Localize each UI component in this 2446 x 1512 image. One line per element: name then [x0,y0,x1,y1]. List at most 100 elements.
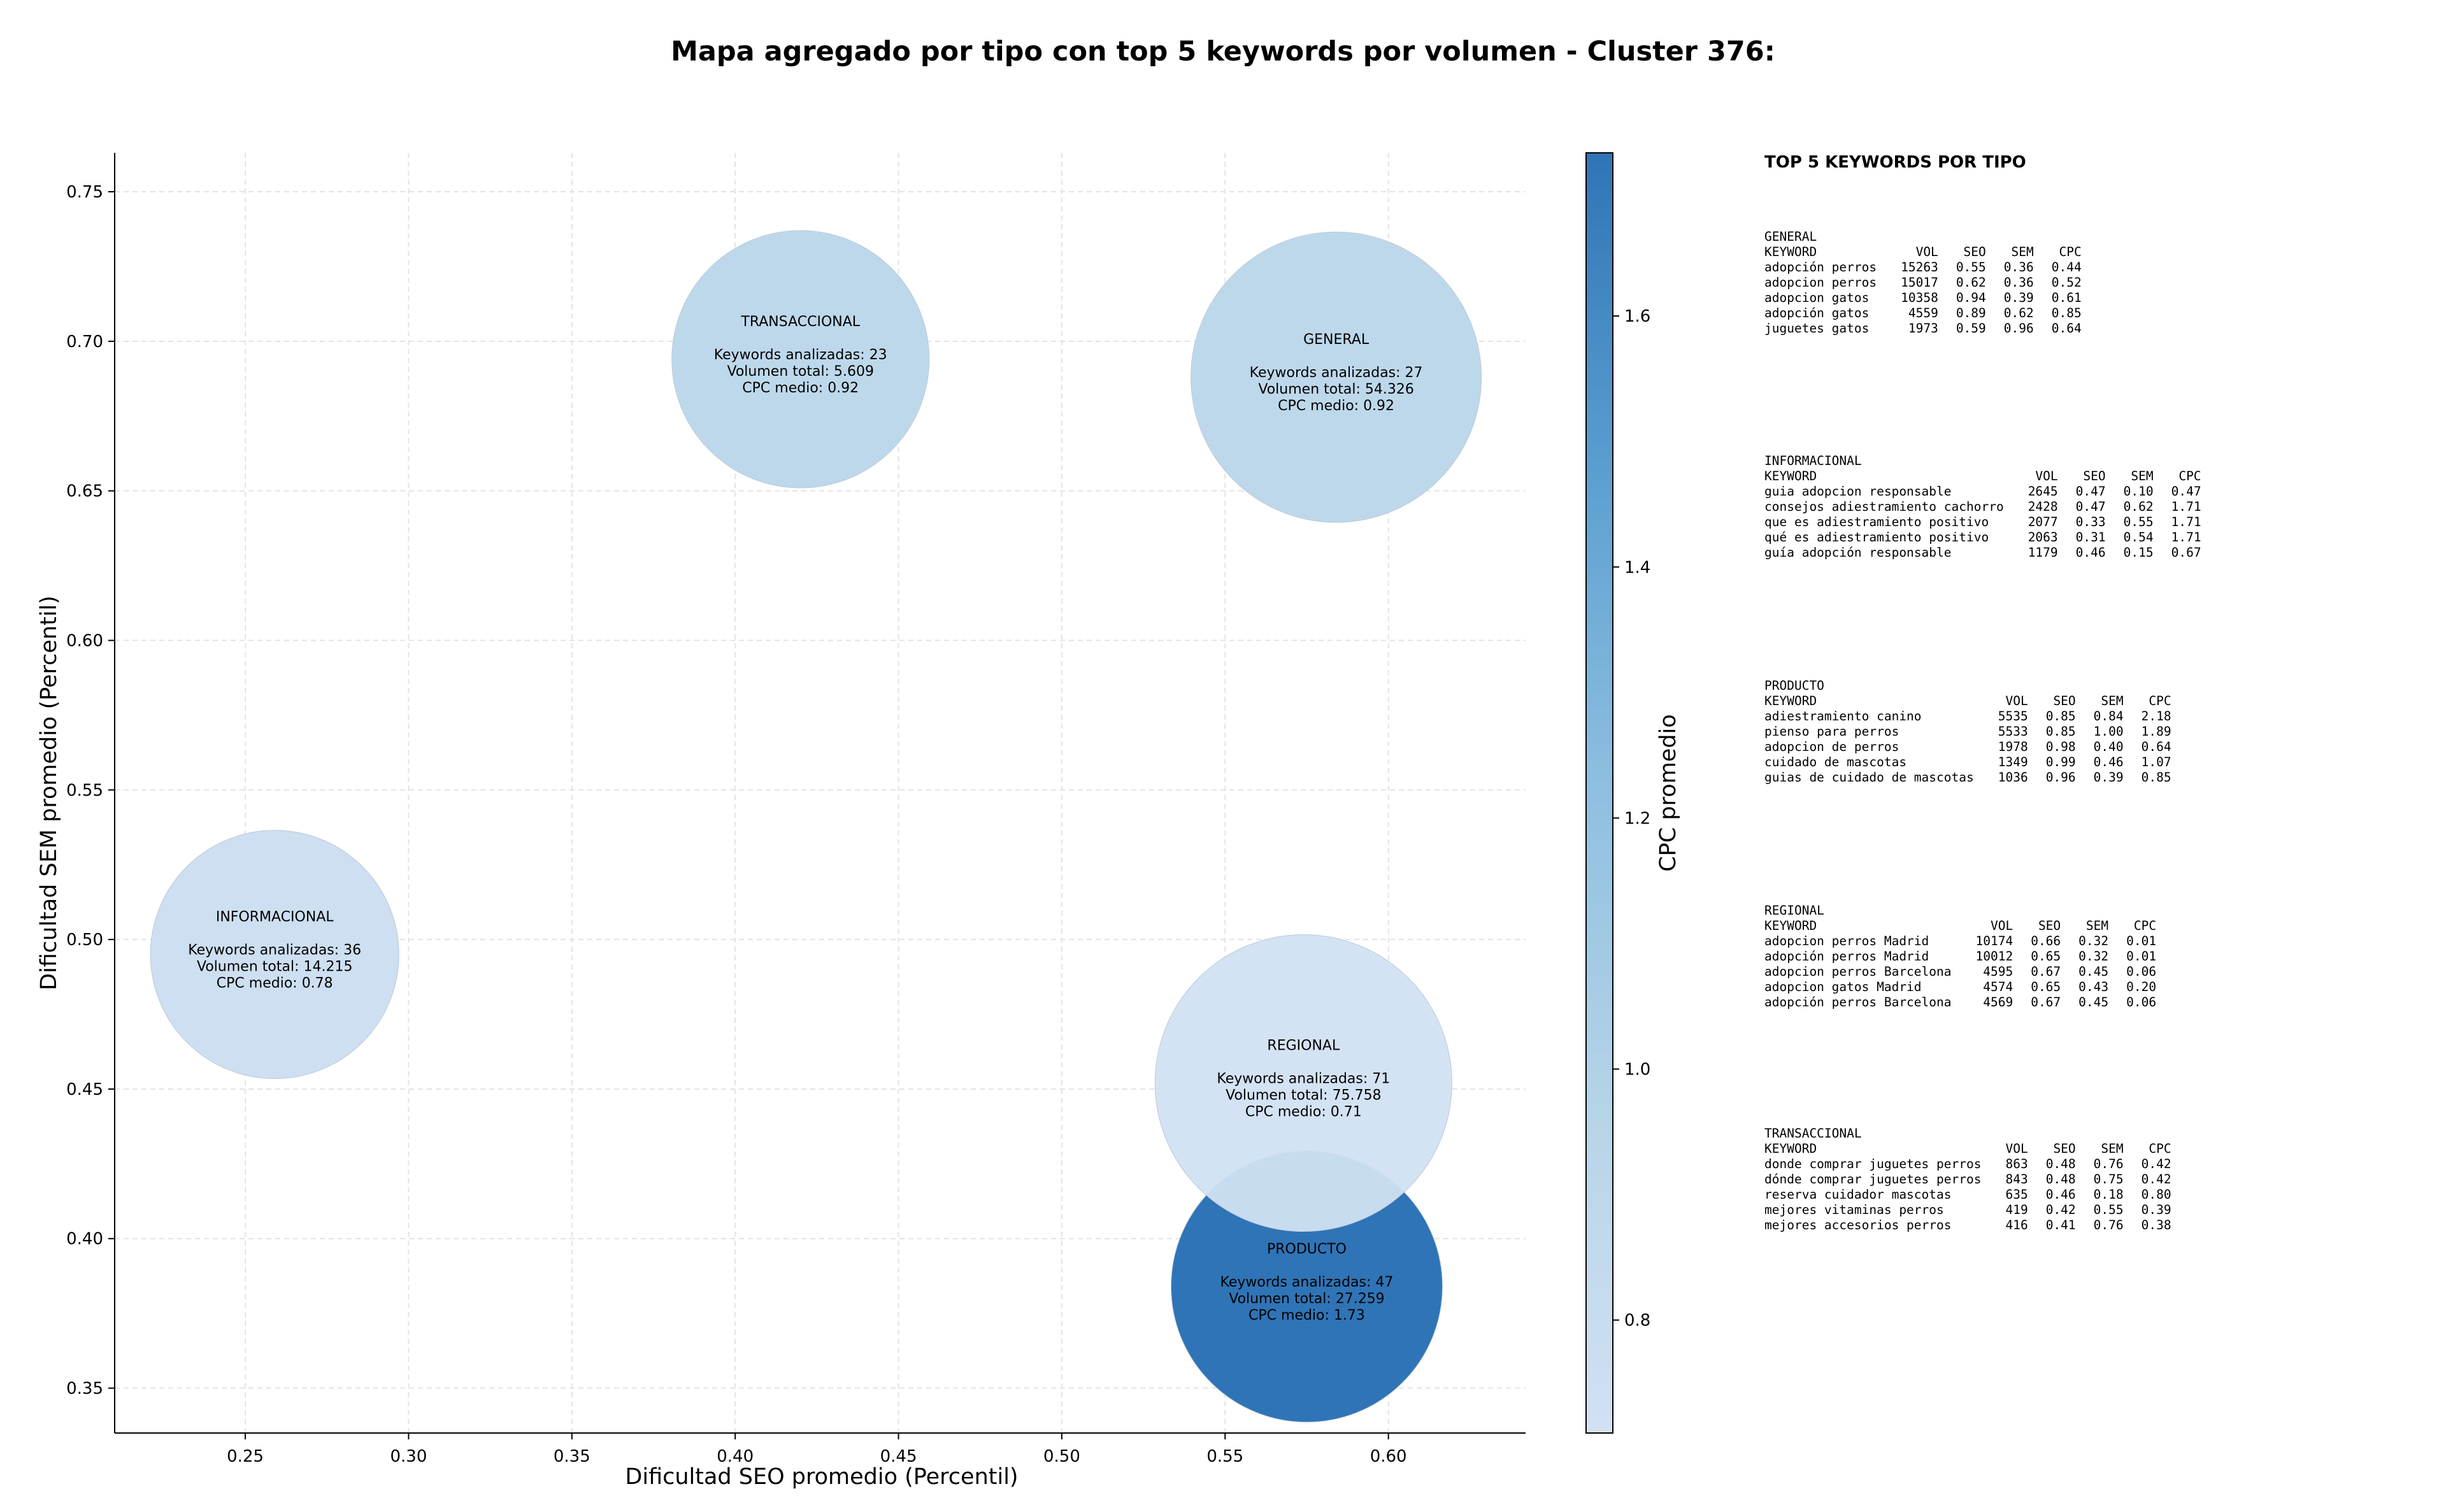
header-cell: KEYWORD [1764,469,1817,483]
header-cell: SEO [2083,469,2106,483]
header-cell: KEYWORD [1764,694,1817,708]
keyword-group-regional: REGIONAL KEYWORD VOL SEO SEM CPC adopcion perr… [1764,903,2156,1010]
table-row: guía adopción responsable 1179 0.46 0.15 0.6… [1764,545,2201,560]
keyword-table-header: KEYWORD VOL SEO SEM CPC [1764,245,2082,260]
metric-cell: 0.33 [2075,515,2106,529]
keyword-cell: cuidado de mascotas [1764,755,1907,769]
header-cell: VOL [2005,694,2028,708]
table-row: consejos adiestramiento cachorro 2428 0.47… [1764,499,2201,515]
header-cell: CPC [2133,918,2157,933]
header-cell: SEO [2038,918,2061,933]
y-axis-label: Dificultad SEM promedio (Percentil) [36,596,62,990]
y-tick-label: 0.60 [66,631,103,650]
metric-cell: 0.48 [2045,1172,2076,1187]
keyword-cell: adopcion perros [1764,275,1877,290]
bubble-count: Keywords analizadas: 47 [1220,1274,1394,1290]
metric-cell: 0.64 [2051,321,2082,336]
bubble-circle [671,230,930,489]
header-cell: SEO [2053,1141,2076,1156]
colorbar: 0.8 1.0 1.2 1.4 1.6 [1585,152,1650,1434]
table-row: mejores vitaminas perros 419 0.42 0.55 0.39 [1764,1202,2171,1218]
keyword-group-name: GENERAL [1764,229,1817,244]
bubble-volume: Volumen total: 75.758 [1226,1088,1381,1104]
metric-cell: 0.96 [2045,770,2076,785]
keyword-cell: mejores vitaminas perros [1764,1202,1944,1217]
x-tick-label: 0.25 [227,1447,264,1466]
metric-cell: 0.55 [2093,1202,2124,1217]
metric-cell: 0.89 [1956,306,1986,320]
metric-cell: 2.18 [2141,709,2171,724]
metric-cell: 0.85 [2045,724,2076,739]
bubble-cpc: CPC medio: 0.78 [217,976,333,992]
metric-cell: 2077 [2028,515,2058,529]
metric-cell: 0.80 [2141,1187,2171,1202]
bubble-volume: Volumen total: 5.609 [727,364,874,380]
metric-cell: 0.76 [2093,1157,2124,1171]
table-row: guias de cuidado de mascotas 1036 0.96 0.39… [1764,770,2171,785]
metric-cell: 4559 [1908,306,1938,320]
metric-cell: 4595 [1983,964,2013,979]
metric-cell: 0.32 [2078,934,2109,948]
colorbar-gradient [1585,152,1613,1434]
header-cell: VOL [2035,469,2058,483]
x-tick-label: 0.45 [880,1447,917,1466]
metric-cell: 0.55 [1956,260,1986,275]
metric-cell: 0.43 [2078,980,2109,994]
table-row: juguetes gatos 1973 0.59 0.96 0.64 [1764,321,2082,336]
metric-cell: 0.06 [2126,995,2157,1009]
bubble-count: Keywords analizadas: 27 [1250,365,1423,381]
metric-cell: 0.15 [2123,545,2154,560]
keyword-cell: que es adiestramiento positivo [1764,515,1989,529]
metric-cell: 0.65 [2031,980,2061,994]
colorbar-tick-label: 1.4 [1624,558,1650,577]
metric-cell: 0.39 [2141,1202,2171,1217]
table-row: adopcion de perros 1978 0.98 0.40 0.64 [1764,739,2171,755]
metric-cell: 0.65 [2031,949,2061,964]
metric-cell: 4574 [1983,980,2013,994]
metric-cell: 419 [2005,1202,2028,1217]
metric-cell: 0.31 [2075,530,2106,545]
metric-cell: 1349 [1998,755,2028,769]
keyword-table: KEYWORD VOL SEO SEM CPC adopcion perros Madri… [1764,918,2156,1010]
chart-title: Mapa agregado por tipo con top 5 keyword… [671,36,1775,68]
metric-cell: 15017 [1901,275,1938,290]
bubble-label: TRANSACCIONAL [740,314,860,330]
keyword-cell: guias de cuidado de mascotas [1764,770,1974,785]
keyword-table-header: KEYWORD VOL SEO SEM CPC [1764,1141,2171,1157]
y-tick-label: 0.75 [66,183,103,202]
bubble-volume: Volumen total: 54.326 [1258,382,1413,397]
colorbar-tick-label: 1.6 [1624,307,1650,326]
metric-cell: 0.98 [2045,739,2076,754]
table-row: adopción perros Madrid 10012 0.65 0.32 0.01 [1764,949,2156,964]
bubble-label: GENERAL [1303,332,1370,348]
keyword-cell: mejores accesorios perros [1764,1218,1952,1232]
header-cell: VOL [1915,245,1938,259]
table-row: guia adopcion responsable 2645 0.47 0.10 0.4… [1764,484,2201,499]
metric-cell: 0.45 [2078,995,2109,1009]
bubble-count: Keywords analizadas: 36 [188,943,361,959]
header-cell: SEM [2101,1141,2124,1156]
metric-cell: 0.66 [2031,934,2061,948]
metric-cell: 0.96 [2003,321,2034,336]
metric-cell: 0.42 [2045,1202,2076,1217]
header-cell: VOL [1990,918,2013,933]
metric-cell: 1.71 [2171,499,2201,514]
colorbar-tick-label: 0.8 [1624,1311,1650,1330]
metric-cell: 0.41 [2045,1218,2076,1232]
metric-cell: 0.38 [2141,1218,2171,1232]
keyword-group-general: GENERAL KEYWORD VOL SEO SEM CPC adopción perro… [1764,229,2082,336]
metric-cell: 0.46 [2045,1187,2076,1202]
metric-cell: 0.67 [2031,995,2061,1009]
metric-cell: 1.07 [2141,755,2171,769]
metric-cell: 1.00 [2093,724,2124,739]
keyword-cell: adiestramiento canino [1764,709,1922,724]
metric-cell: 4569 [1983,995,2013,1009]
header-cell: CPC [2059,245,2082,259]
y-tick-label: 0.40 [66,1230,103,1249]
keyword-cell: adopcion perros Madrid [1764,934,1929,948]
metric-cell: 0.52 [2051,275,2082,290]
metric-cell: 1.71 [2171,530,2201,545]
table-row: adiestramiento canino 5535 0.85 0.84 2.18 [1764,709,2171,724]
header-cell: CPC [2149,1141,2171,1156]
